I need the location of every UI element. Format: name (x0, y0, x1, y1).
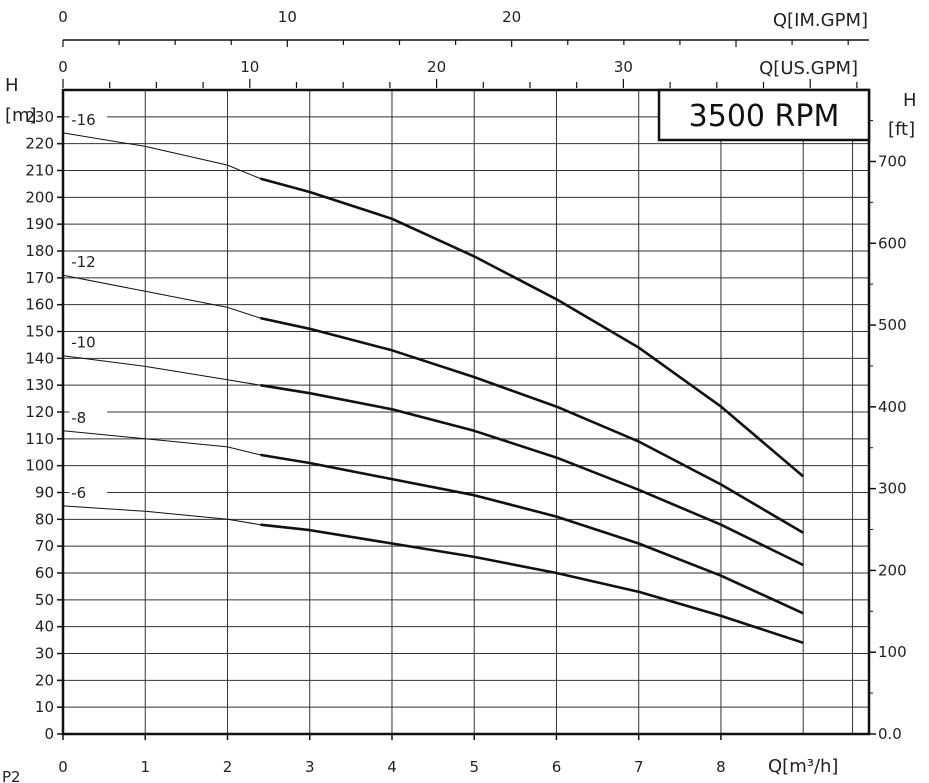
top-axis-1-tick-label: 20 (502, 8, 521, 26)
series-label-bg (69, 408, 108, 427)
y-left-tick-label: 80 (35, 510, 54, 528)
y-left-tick-label: 50 (35, 591, 54, 609)
y-left-tick-label: 180 (25, 242, 54, 260)
y-left-tick-label: 190 (25, 215, 54, 233)
curve-bold-segment (260, 523, 804, 645)
curve-thin-segment (62, 355, 261, 386)
curve-bold-segment (260, 177, 805, 478)
y-left-tick-label: 60 (35, 564, 54, 582)
series-label-bg (69, 333, 108, 352)
top-axis-2-label: Q[US.GPM] (759, 58, 858, 79)
y-left-tick-label: 110 (25, 430, 54, 448)
grid (62, 89, 869, 735)
y-left-tick-label: 130 (25, 376, 54, 394)
y-left-tick-label: 20 (35, 671, 54, 689)
y-left-tick-label: 150 (25, 323, 54, 341)
curve-thin-segment (62, 505, 261, 526)
top-axis-2-tick-label: 0 (58, 58, 68, 76)
x-tick-label: 4 (387, 758, 397, 776)
y-right-tick-label: 700 (878, 152, 907, 170)
top-axis-2-tick-label: 20 (427, 58, 446, 76)
x-tick-label: 7 (634, 758, 644, 776)
x-tick-label: 8 (716, 758, 726, 776)
top-axis-2-tick-label: 30 (614, 58, 633, 76)
y-left-tick-label: 120 (25, 403, 54, 421)
y-left-tick-label: 140 (25, 349, 54, 367)
y-left-tick-label: 90 (35, 484, 54, 502)
y-left-tick-label: 210 (25, 162, 54, 180)
y-left-axis-label: H (5, 75, 19, 96)
y-left-tick-label: 230 (25, 108, 54, 126)
y-left-tick-label: 70 (35, 537, 54, 555)
series-label: -8 (71, 409, 86, 427)
top-axis-1-tick-label: 10 (278, 8, 297, 26)
y-right-tick-label: 300 (878, 480, 907, 498)
curve-bold-segment (260, 453, 804, 615)
top-axis-2-tick-label: 10 (240, 58, 259, 76)
x-tick-label: 6 (552, 758, 562, 776)
y-right-axis-unit: [ft] (888, 119, 915, 140)
series-label-bg (69, 110, 108, 129)
y-left-tick-label: 0 (44, 725, 54, 743)
series-label: -6 (71, 484, 86, 502)
y-left-tick-label: 160 (25, 296, 54, 314)
curve-bold-segment (260, 383, 804, 567)
top-axis-1-label: Q[IM.GPM] (773, 10, 868, 31)
x-tick-label: 2 (223, 758, 233, 776)
series-label: -12 (71, 253, 96, 271)
x-tick-label: 5 (469, 758, 479, 776)
pump-curves (62, 132, 805, 645)
curve-thin-segment (62, 430, 261, 456)
y-left-tick-label: 220 (25, 135, 54, 153)
series-label: -10 (71, 334, 96, 352)
y-right-tick-label: 600 (878, 234, 907, 252)
y-left-tick-label: 170 (25, 269, 54, 287)
labels: 0102030405060708090100110120130140150160… (25, 8, 906, 776)
curve-thin-segment (62, 132, 261, 180)
y-left-tick-label: 10 (35, 698, 54, 716)
axes (57, 39, 876, 740)
title-box (657, 88, 871, 142)
series-label-bg (69, 253, 108, 272)
x-tick-label: 1 (140, 758, 150, 776)
corner-label: P2 (2, 768, 21, 783)
y-left-axis-unit: [m] (5, 105, 37, 126)
y-right-axis-label: H (903, 90, 917, 111)
y-left-tick-label: 200 (25, 188, 54, 206)
series-label-bg (69, 483, 108, 502)
y-right-tick-label: 200 (878, 561, 907, 579)
x-tick-label: 3 (305, 758, 315, 776)
x-axis-label: Q[m³/h] (768, 756, 838, 777)
chart-title: 3500 RPM (689, 99, 840, 134)
curve-thin-segment (62, 274, 261, 319)
y-left-tick-label: 30 (35, 645, 54, 663)
curve-bold-segment (260, 316, 804, 534)
x-tick-label: 0 (58, 758, 68, 776)
y-right-tick-label: 0.0 (878, 725, 902, 743)
series-label: -16 (71, 111, 96, 129)
y-left-tick-label: 40 (35, 618, 54, 636)
y-right-tick-label: 400 (878, 398, 907, 416)
top-axis-1-tick-label: 0 (58, 8, 68, 26)
y-right-tick-label: 100 (878, 643, 907, 661)
y-left-tick-label: 100 (25, 457, 54, 475)
y-right-tick-label: 500 (878, 316, 907, 334)
